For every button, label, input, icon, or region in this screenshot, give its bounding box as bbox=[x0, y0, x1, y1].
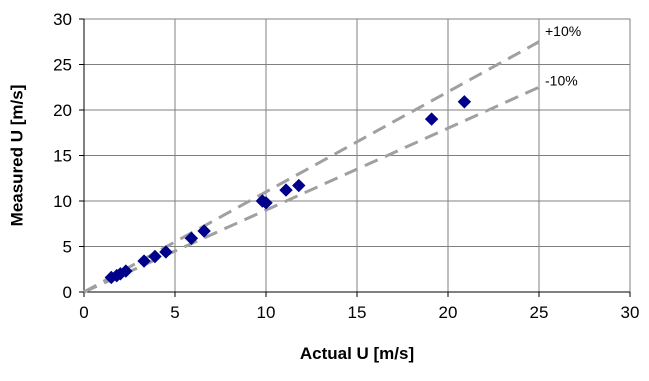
y-tick-label: 15 bbox=[53, 147, 72, 166]
data-point bbox=[184, 231, 199, 246]
ref-line-label-plus-10: +10% bbox=[545, 23, 581, 39]
y-tick-label: 5 bbox=[63, 238, 72, 257]
y-tick-label: 0 bbox=[63, 283, 72, 302]
x-tick-label: 30 bbox=[621, 303, 640, 322]
data-point bbox=[292, 178, 306, 193]
data-point bbox=[279, 183, 293, 197]
x-tick-label: 15 bbox=[348, 303, 367, 322]
y-tick-label: 25 bbox=[53, 56, 72, 75]
data-point bbox=[119, 264, 133, 278]
data-point bbox=[424, 112, 439, 126]
x-tick-label: 0 bbox=[79, 303, 88, 322]
x-tick-label: 25 bbox=[530, 303, 549, 322]
x-tick-label: 20 bbox=[439, 303, 458, 322]
x-tick-label: 10 bbox=[257, 303, 276, 322]
data-point bbox=[148, 249, 162, 264]
y-axis-title: Measured U [m/s] bbox=[7, 85, 26, 227]
x-tick-labels: 0 5 10 15 20 25 30 bbox=[79, 303, 639, 322]
ref-line-label-minus-10: -10% bbox=[545, 72, 578, 88]
data-point bbox=[457, 95, 472, 109]
data-points bbox=[104, 95, 472, 285]
y-tick-label: 10 bbox=[53, 192, 72, 211]
axes bbox=[79, 18, 631, 297]
x-tick-label: 5 bbox=[170, 303, 179, 322]
y-tick-labels: 0 5 10 15 20 25 30 bbox=[53, 10, 72, 302]
x-axis-title: Actual U [m/s] bbox=[300, 344, 414, 363]
reference-lines bbox=[83, 40, 540, 294]
data-point bbox=[197, 224, 211, 238]
y-tick-label: 30 bbox=[53, 10, 72, 29]
y-tick-label: 20 bbox=[53, 101, 72, 120]
data-point bbox=[159, 245, 173, 259]
data-point bbox=[137, 254, 151, 268]
data-point bbox=[259, 196, 273, 210]
ref-line-minus-10 bbox=[83, 85, 540, 294]
